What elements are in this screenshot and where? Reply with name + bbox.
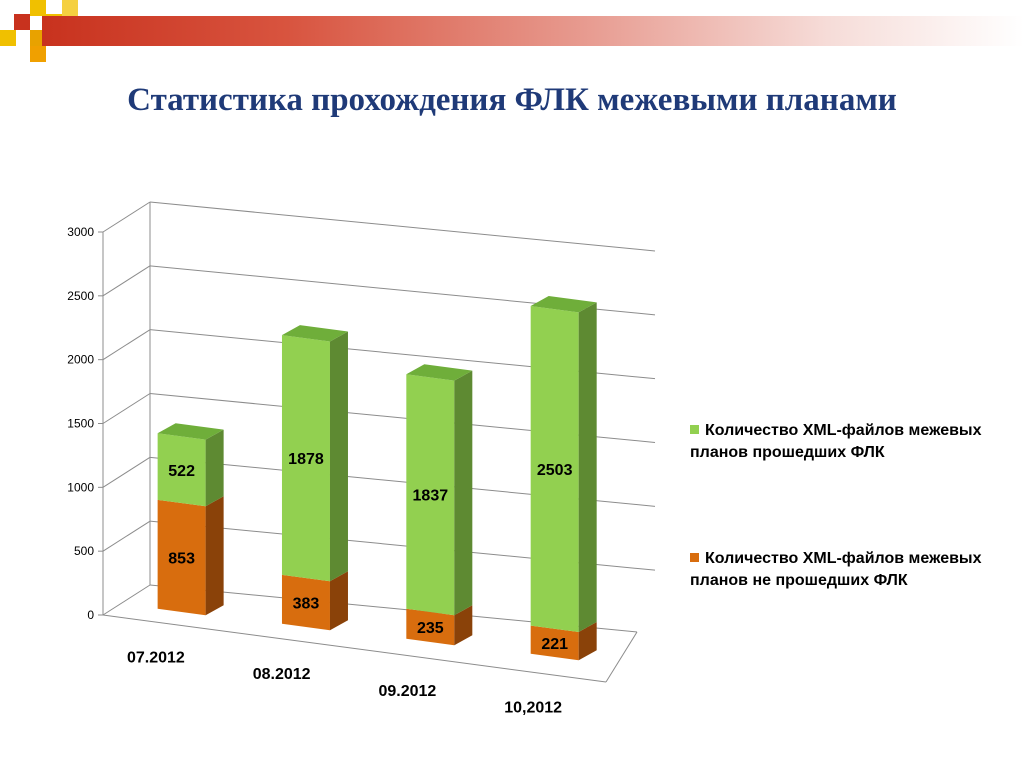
bar-side: [578, 621, 597, 661]
x-axis-labels: 07.2012 08.2012 09.2012 10,2012: [127, 649, 562, 716]
bar-top: [406, 364, 473, 381]
y-axis-ticks: 0 500 1000 1500 2000 2500 3000: [67, 225, 103, 622]
x-tick-label: 07.2012: [127, 649, 185, 666]
legend-swatch-passed: [690, 425, 699, 434]
bar-front: [406, 608, 455, 646]
gridline-side: [102, 201, 151, 233]
slide-title: Статистика прохождения ФЛК межевыми план…: [127, 82, 897, 118]
x-tick-label: 10,2012: [504, 700, 562, 717]
data-label: 383: [293, 596, 320, 613]
header-banner: [42, 16, 1024, 46]
x-tick-label: 09.2012: [378, 683, 436, 700]
y-tick-label: 500: [74, 544, 94, 558]
bar-side: [205, 496, 224, 616]
y-tick-label: 3000: [67, 225, 94, 239]
x-axis-line: [102, 614, 607, 683]
floor-left-edge: [102, 584, 151, 616]
legend-label-passed: Количество XML-файлов межевых планов про…: [690, 422, 982, 461]
gridline-side: [102, 520, 151, 552]
bar-side: [578, 302, 597, 632]
bar-front: [406, 374, 455, 616]
data-label: 1878: [288, 451, 324, 468]
gridline-side: [102, 456, 151, 488]
bar-top: [530, 296, 597, 313]
bar-front: [157, 433, 206, 507]
x-tick-label: 08.2012: [253, 666, 311, 683]
data-label: 221: [541, 636, 568, 653]
data-label: 853: [168, 551, 195, 568]
legend-item-failed: Количество XML-файлов межевых планов не …: [690, 548, 1010, 592]
data-label: 235: [417, 620, 444, 637]
legend-item-passed: Количество XML-файлов межевых планов про…: [690, 420, 1010, 464]
gridline: [149, 201, 656, 252]
bar-top: [281, 325, 348, 342]
bar-top: [157, 423, 224, 440]
y-tick-label: 0: [87, 608, 94, 622]
bar-front: [530, 306, 579, 632]
y-tick-label: 2500: [67, 289, 94, 303]
bar-front: [157, 499, 206, 616]
legend-label-failed: Количество XML-файлов межевых планов не …: [690, 550, 982, 589]
data-label: 2503: [537, 462, 573, 479]
bar-side: [205, 429, 224, 507]
data-label: 1837: [413, 488, 449, 505]
bar-side: [454, 370, 473, 616]
gridline-side: [102, 393, 151, 424]
bar-front: [530, 625, 579, 661]
bar-front: [281, 335, 330, 582]
y-tick-label: 1000: [67, 480, 94, 494]
data-label: 522: [168, 463, 195, 480]
legend-swatch-failed: [690, 553, 699, 562]
bars: 853 522 383 1878 235 1837 221 2503: [157, 296, 597, 661]
floor-right-edge: [605, 631, 638, 683]
gridline-side: [102, 329, 151, 361]
y-tick-label: 2000: [67, 353, 94, 367]
gridline-side: [102, 265, 151, 297]
bar-side: [454, 605, 473, 646]
y-tick-label: 1500: [67, 417, 94, 431]
bar-side: [329, 331, 348, 582]
bar-side: [329, 571, 348, 631]
bar-front: [281, 574, 330, 631]
